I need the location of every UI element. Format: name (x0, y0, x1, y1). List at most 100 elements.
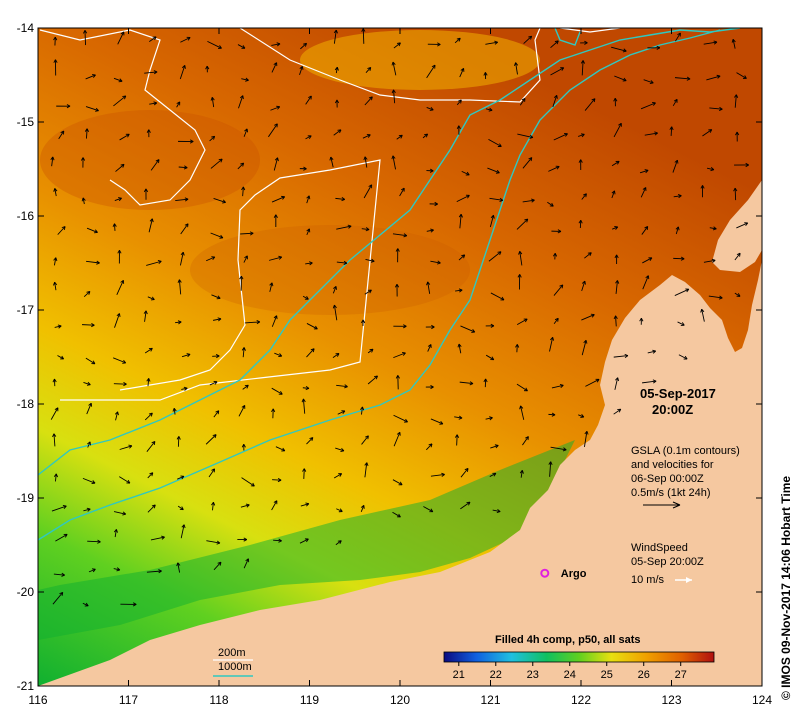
velocity-arrow (678, 354, 688, 360)
velocity-arrow (709, 106, 723, 112)
velocity-arrow (336, 224, 352, 230)
colorbar-tick-label: 23 (527, 669, 539, 681)
land-peninsula (712, 180, 762, 272)
velocity-arrow (306, 348, 315, 358)
velocity-arrow (485, 416, 493, 421)
velocity-arrow (181, 386, 188, 391)
velocity-arrow (210, 97, 215, 108)
velocity-arrow (360, 319, 366, 327)
lat-tick-label: -20 (17, 585, 35, 599)
velocity-arrow (584, 252, 592, 259)
lat-tick-label: -14 (17, 21, 35, 35)
velocity-arrow (459, 67, 465, 78)
gsla-legend-line-1: GSLA (0.1m contours) (631, 445, 740, 457)
velocity-arrow (176, 562, 181, 573)
velocity-arrow (516, 218, 529, 230)
velocity-arrow (361, 435, 369, 445)
velocity-arrow (273, 157, 279, 171)
velocity-arrow (114, 411, 119, 421)
velocity-arrow (332, 353, 340, 359)
velocity-arrow (336, 384, 348, 389)
velocity-arrow (456, 194, 470, 203)
velocity-arrow (641, 226, 649, 235)
velocity-arrow (336, 260, 348, 265)
velocity-arrow (206, 256, 216, 262)
velocity-arrow (237, 162, 245, 170)
velocity-arrow (82, 323, 95, 328)
velocity-arrow (205, 65, 210, 73)
velocity-arrow (179, 251, 185, 266)
colorbar-title: Filled 4h comp, p50, all sats (495, 634, 641, 646)
velocity-arrow (147, 472, 154, 479)
velocity-arrow (56, 104, 71, 109)
velocity-arrow (177, 505, 184, 511)
velocity-arrow (146, 378, 151, 387)
velocity-arrow (113, 381, 127, 387)
velocity-arrow (393, 324, 407, 329)
velocity-arrow (734, 252, 741, 261)
velocity-arrow (552, 253, 558, 260)
velocity-arrow (274, 352, 283, 357)
velocity-arrow (615, 280, 620, 294)
velocity-arrow (149, 101, 158, 106)
velocity-arrow (213, 410, 220, 418)
velocity-arrow (706, 167, 715, 172)
velocity-arrow (241, 77, 249, 82)
gsla-scale-arrow (643, 501, 681, 509)
velocity-arrow (115, 163, 125, 172)
velocity-arrow (672, 159, 679, 173)
velocity-arrow (611, 160, 620, 167)
velocity-arrow (391, 61, 397, 76)
velocity-arrow (522, 198, 535, 203)
velocity-arrow (614, 75, 627, 82)
warm-pocket (190, 225, 470, 315)
velocity-arrow (150, 535, 165, 541)
velocity-arrow (454, 434, 460, 446)
velocity-arrow (391, 89, 396, 104)
velocity-arrow (335, 540, 342, 546)
velocity-arrow (146, 569, 162, 574)
velocity-arrow (82, 477, 96, 485)
velocity-arrow (672, 98, 678, 107)
velocity-arrow (112, 223, 117, 231)
velocity-arrow (736, 72, 747, 79)
velocity-arrow (613, 353, 629, 358)
velocity-arrow (306, 228, 311, 236)
velocity-arrow (179, 65, 186, 80)
isobath-200m-label: 200m (218, 647, 246, 659)
velocity-arrow (490, 292, 505, 301)
velocity-arrow (269, 255, 283, 261)
velocity-arrow (613, 315, 618, 327)
velocity-arrow (674, 288, 690, 296)
credit-text: © IMOS 09-Nov-2017 14:06 Hobart Time (779, 476, 793, 700)
gsla-legend-line-4: 0.5m/s (1kt 24h) (631, 487, 710, 499)
velocity-arrow (241, 186, 246, 197)
velocity-arrow (336, 508, 343, 513)
velocity-arrow (489, 197, 504, 202)
colorbar-tick-label: 21 (453, 669, 465, 681)
velocity-arrow (113, 567, 121, 572)
velocity-arrow (736, 222, 749, 229)
velocity-arrow (550, 67, 565, 76)
velocity-arrow (57, 226, 66, 235)
velocity-arrow (426, 281, 431, 294)
velocity-arrow (177, 475, 185, 480)
velocity-arrow (180, 223, 189, 235)
velocity-arrow (53, 188, 58, 197)
velocity-arrow (426, 168, 434, 173)
velocity-arrow (335, 197, 346, 202)
lon-tick-label: 118 (209, 693, 228, 707)
colorbar-tick-label: 26 (638, 669, 650, 681)
velocity-arrow (395, 248, 400, 263)
velocity-arrow (391, 155, 396, 170)
velocity-arrow (460, 467, 469, 478)
velocity-arrow (81, 197, 86, 205)
velocity-arrow (360, 504, 365, 513)
velocity-arrow (613, 122, 622, 138)
velocity-arrow (461, 170, 470, 176)
velocity-arrow (146, 129, 151, 138)
velocity-arrow (209, 381, 218, 386)
velocity-arrow (268, 123, 278, 138)
velocity-arrow (333, 129, 342, 136)
velocity-arrow (392, 233, 408, 238)
